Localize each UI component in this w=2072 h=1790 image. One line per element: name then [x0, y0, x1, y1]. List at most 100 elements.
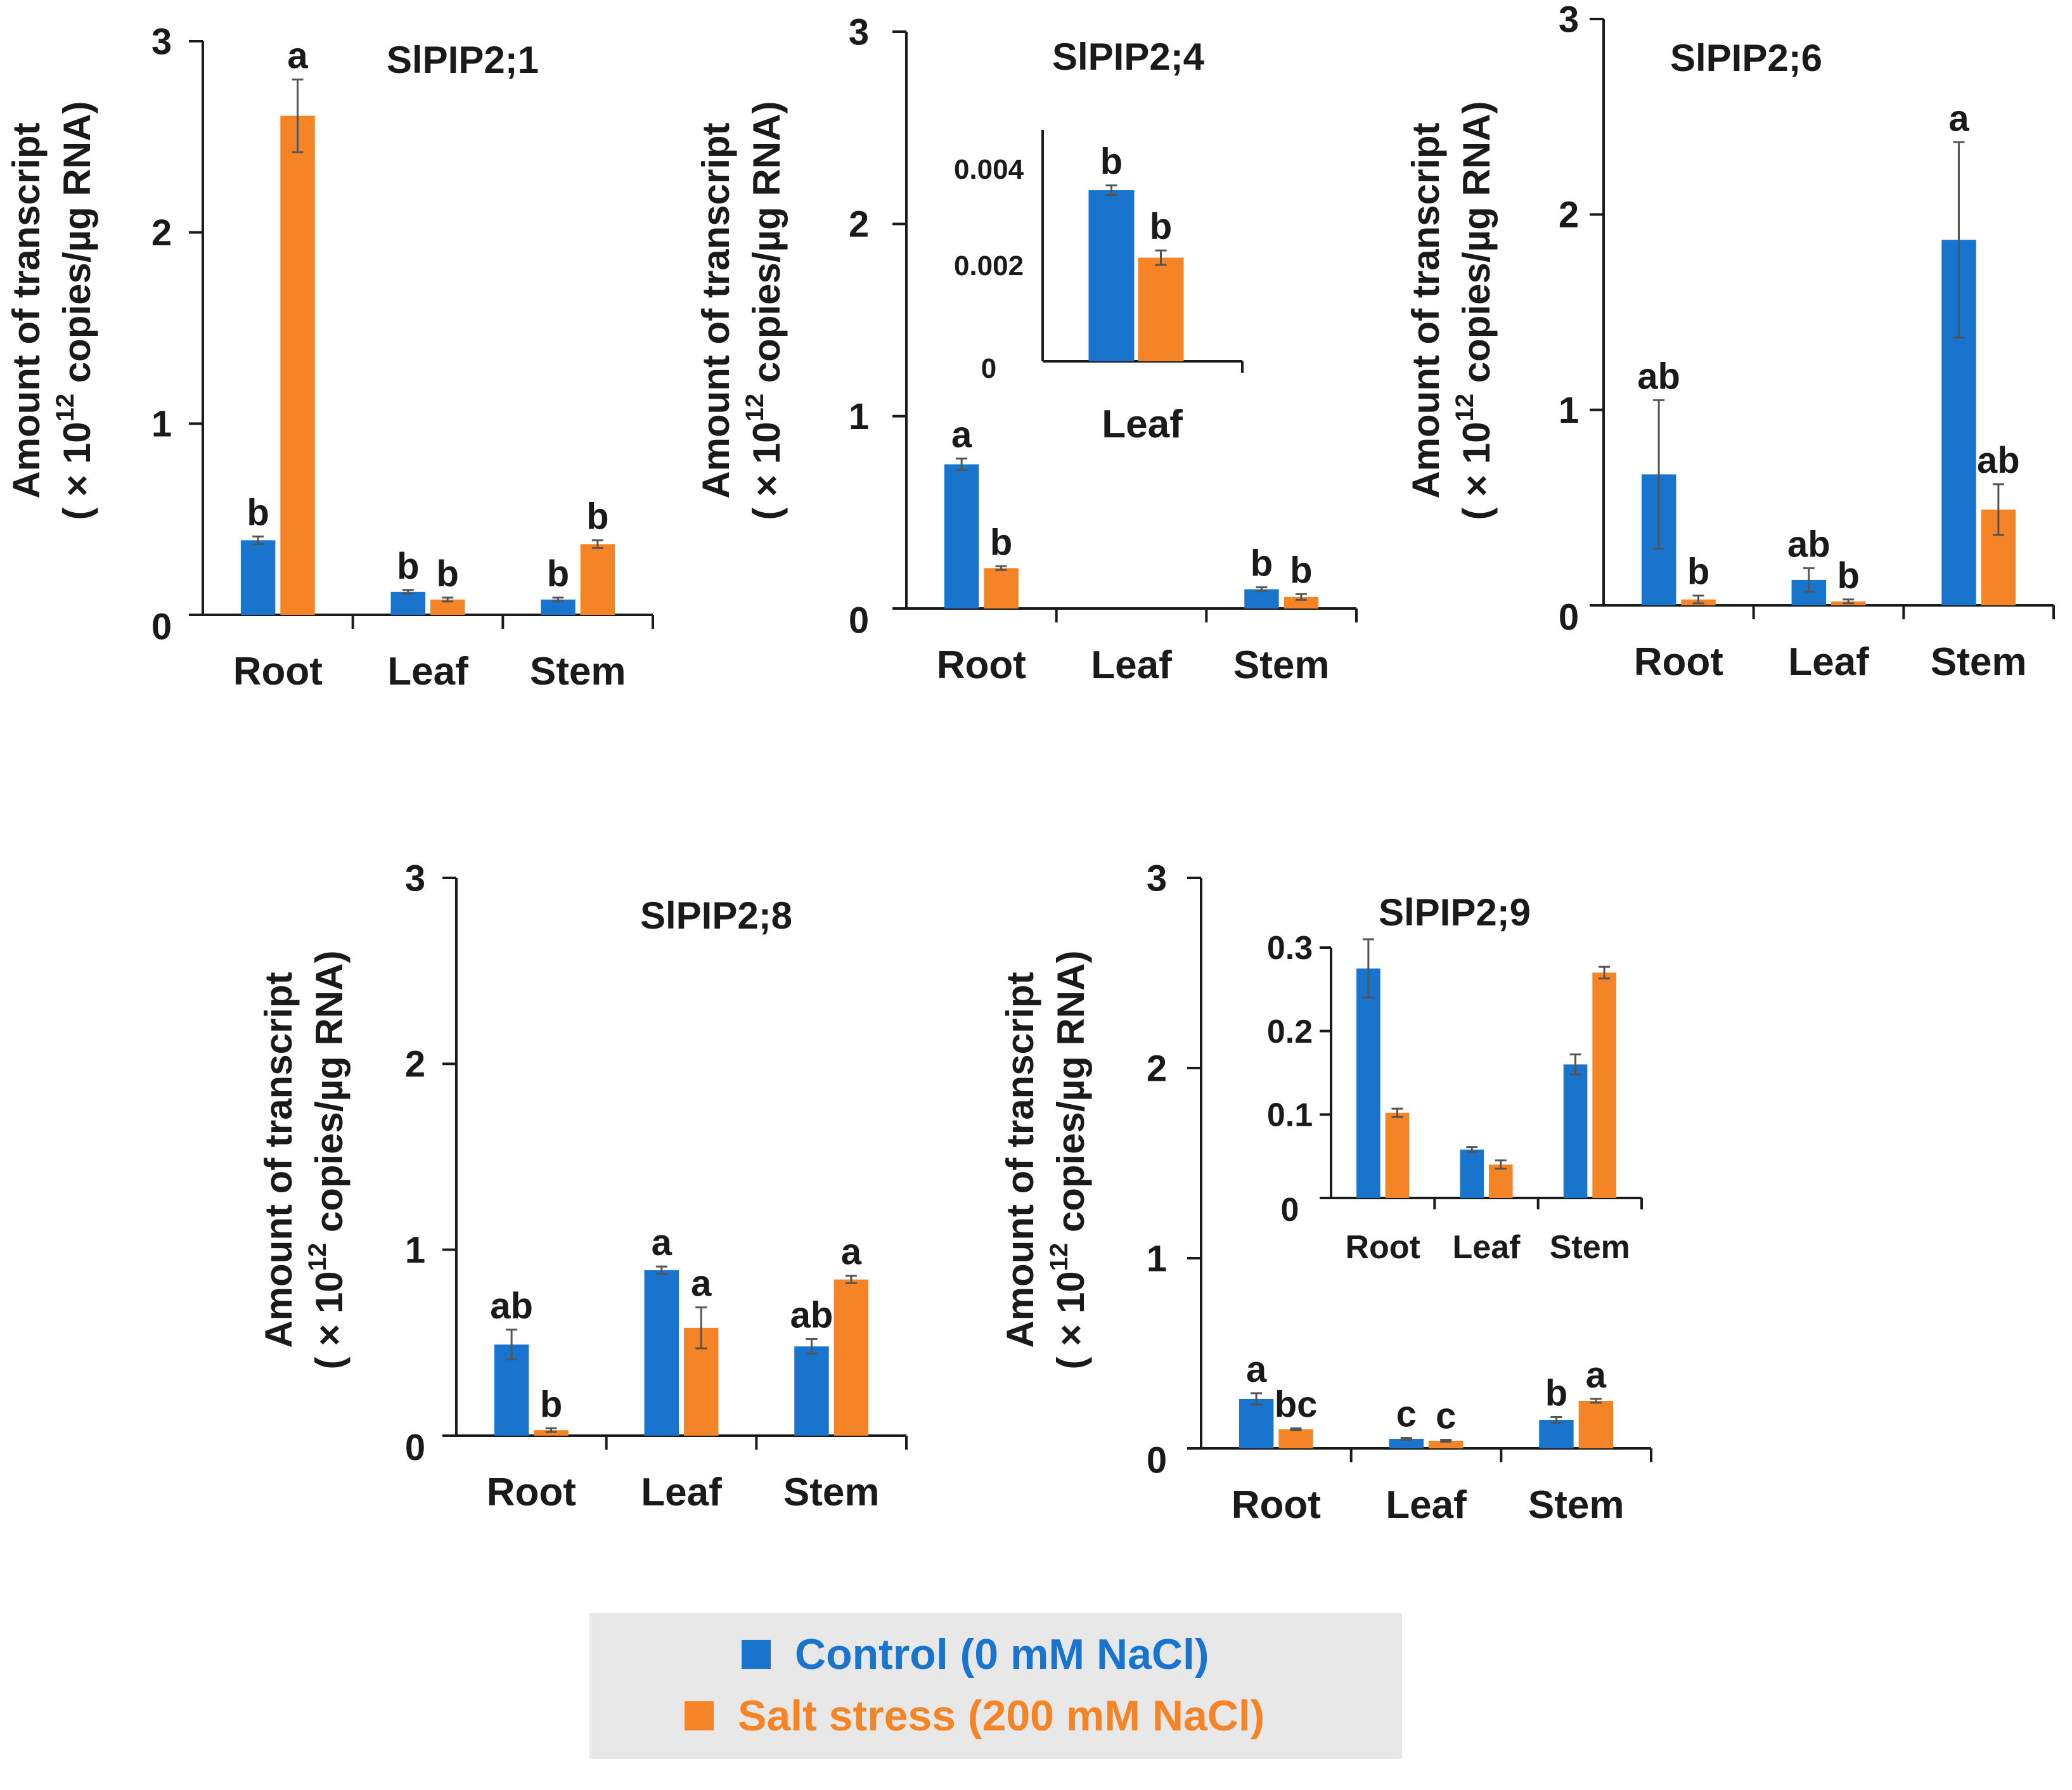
main-bar-control-root: [1239, 1399, 1274, 1448]
main-bar-salt-root: [984, 568, 1019, 608]
main-bar-control-stem: [794, 1346, 829, 1436]
main-y-tick-label: 0: [1147, 1439, 1167, 1481]
inset-bar-control-stem: [1563, 1064, 1588, 1198]
main-significance-letter: b: [990, 522, 1012, 563]
inset-significance-letter: b: [1100, 141, 1123, 182]
inset-bar-salt-stem: [1592, 972, 1616, 1198]
main-bar-salt-stem: [1578, 1401, 1614, 1448]
inset-bar-control-root: [1356, 968, 1380, 1198]
chart-p24: Amount of transcript( × 1012 copies/µg R…: [695, 11, 1358, 687]
main-y-tick-label: 2: [1147, 1048, 1167, 1089]
inset-y-tick-label: 0.2: [1267, 1014, 1313, 1050]
main-x-tick-label: Stem: [530, 650, 626, 693]
main-significance-letter: b: [397, 546, 419, 587]
y-axis-title: Amount of transcript( × 1012 copies/µg R…: [257, 951, 351, 1370]
y-axis-title: Amount of transcript( × 1012 copies/µg R…: [999, 951, 1092, 1370]
main-y-tick-label: 0: [151, 606, 172, 647]
main-y-tick-label: 0: [1559, 596, 1579, 638]
main-bar-salt-root: [280, 115, 315, 615]
main-bar-salt-stem: [580, 544, 615, 615]
y-axis-title-line1: Amount of transcript: [999, 972, 1041, 1348]
chart-p26: Amount of transcript( × 1012 copies/µg R…: [1405, 0, 2055, 684]
control-swatch: [742, 1640, 771, 1669]
main-x-tick-label: Root: [487, 1471, 576, 1514]
main-x-tick-label: Leaf: [641, 1471, 722, 1514]
inset-bar-salt-root: [1385, 1112, 1410, 1198]
main-x-tick-label: Root: [937, 643, 1026, 687]
main-significance-letter: c: [1436, 1396, 1456, 1437]
main-y-tick-label: 1: [151, 404, 172, 445]
inset-bar-control-leaf: [1460, 1149, 1484, 1198]
inset-significance-letter: b: [1150, 206, 1172, 247]
main-significance-letter: a: [1586, 1355, 1607, 1396]
main-significance-letter: b: [1290, 550, 1312, 591]
inset-chart: 0 0.002 0.004 bb Leaf: [954, 130, 1244, 446]
y-axis-title-line2: ( × 1012 copies/µg RNA): [1045, 951, 1092, 1370]
main-y-tick-label: 2: [405, 1044, 425, 1085]
y-axis-title: Amount of transcript( × 1012 copies/µg R…: [695, 101, 788, 520]
inset-bar-salt-leaf: [1138, 257, 1184, 361]
main-significance-letter: b: [1545, 1373, 1567, 1414]
main-x-tick-label: Leaf: [1788, 640, 1869, 684]
main-y-tick-label: 0: [849, 600, 869, 641]
main-significance-letter: b: [1837, 555, 1859, 596]
legend-item-salt: Salt stress (200 mM NaCl): [685, 1690, 1264, 1741]
main-y-tick-label: 1: [849, 396, 869, 437]
chart-p28: Amount of transcript( × 1012 copies/µg R…: [257, 858, 908, 1514]
chart-title: SlPIP2;4: [1052, 35, 1205, 78]
main-significance-letter: ab: [490, 1285, 533, 1327]
main-x-tick-label: Root: [233, 650, 323, 693]
main-bar-salt-leaf: [1429, 1441, 1464, 1448]
inset-x-tick-label: Root: [1345, 1229, 1420, 1266]
inset-x-tick-label: Leaf: [1453, 1229, 1521, 1266]
chart-p29: Amount of transcript( × 1012 copies/µg R…: [999, 858, 1652, 1527]
legend-item-control: Control (0 mM NaCl): [742, 1629, 1209, 1680]
main-bar-control-leaf: [390, 591, 425, 615]
main-y-tick-label: 3: [151, 21, 172, 62]
main-x-tick-label: Root: [1634, 640, 1723, 684]
main-y-tick-label: 1: [1559, 390, 1579, 431]
legend-label-control: Control (0 mM NaCl): [795, 1630, 1209, 1678]
main-significance-letter: a: [1246, 1349, 1267, 1390]
inset-chart: 0 0.1 0.2 0.3 Root Leaf Stem: [1267, 930, 1643, 1266]
inset-x-tick-label: Stem: [1550, 1229, 1630, 1266]
main-significance-letter: a: [841, 1232, 862, 1273]
y-axis-title-line1: Amount of transcript: [695, 122, 737, 498]
main-bar-salt-stem: [833, 1279, 869, 1436]
main-significance-letter: b: [1251, 543, 1273, 584]
chart-title: SlPIP2;6: [1670, 37, 1822, 79]
main-significance-letter: ab: [1787, 524, 1831, 565]
chart-title: SlPIP2;1: [387, 39, 539, 81]
main-x-tick-label: Leaf: [387, 650, 468, 693]
main-x-tick-label: Stem: [1931, 640, 2027, 684]
main-y-tick-label: 2: [1559, 195, 1579, 236]
main-y-tick-label: 0: [405, 1427, 425, 1468]
main-x-tick-label: Stem: [1528, 1483, 1625, 1527]
y-axis-title: Amount of transcript( × 1012 copies/µg R…: [5, 101, 98, 520]
main-significance-letter: b: [540, 1384, 562, 1425]
main-x-tick-label: Root: [1232, 1483, 1321, 1527]
main-significance-letter: ab: [790, 1294, 833, 1336]
main-x-tick-label: Stem: [783, 1471, 880, 1514]
main-significance-letter: b: [547, 553, 569, 595]
main-significance-letter: ab: [1977, 440, 2020, 481]
y-axis-title-line1: Amount of transcript: [1405, 122, 1447, 498]
main-significance-letter: b: [586, 496, 608, 537]
inset-y-tick-label: 0.1: [1267, 1097, 1313, 1134]
chart-title: SlPIP2;9: [1379, 891, 1531, 934]
main-significance-letter: b: [436, 553, 458, 595]
main-significance-letter: bc: [1275, 1384, 1318, 1426]
main-bar-control-root: [944, 464, 979, 608]
y-axis-title-line1: Amount of transcript: [257, 972, 300, 1348]
main-y-tick-label: 3: [849, 11, 869, 53]
inset-x-tick-label: Leaf: [1102, 402, 1183, 446]
inset-y-tick-label: 0: [981, 353, 996, 384]
main-bar-control-leaf: [1389, 1439, 1424, 1448]
main-bar-salt-root: [1278, 1429, 1313, 1448]
y-axis-title-line2: ( × 1012 copies/µg RNA): [741, 101, 788, 520]
main-y-tick-label: 1: [405, 1230, 425, 1271]
main-x-tick-label: Leaf: [1386, 1483, 1467, 1527]
legend-label-salt: Salt stress (200 mM NaCl): [738, 1692, 1265, 1740]
chart-title: SlPIP2;8: [640, 894, 792, 937]
inset-y-tick-label: 0.002: [954, 250, 1024, 281]
